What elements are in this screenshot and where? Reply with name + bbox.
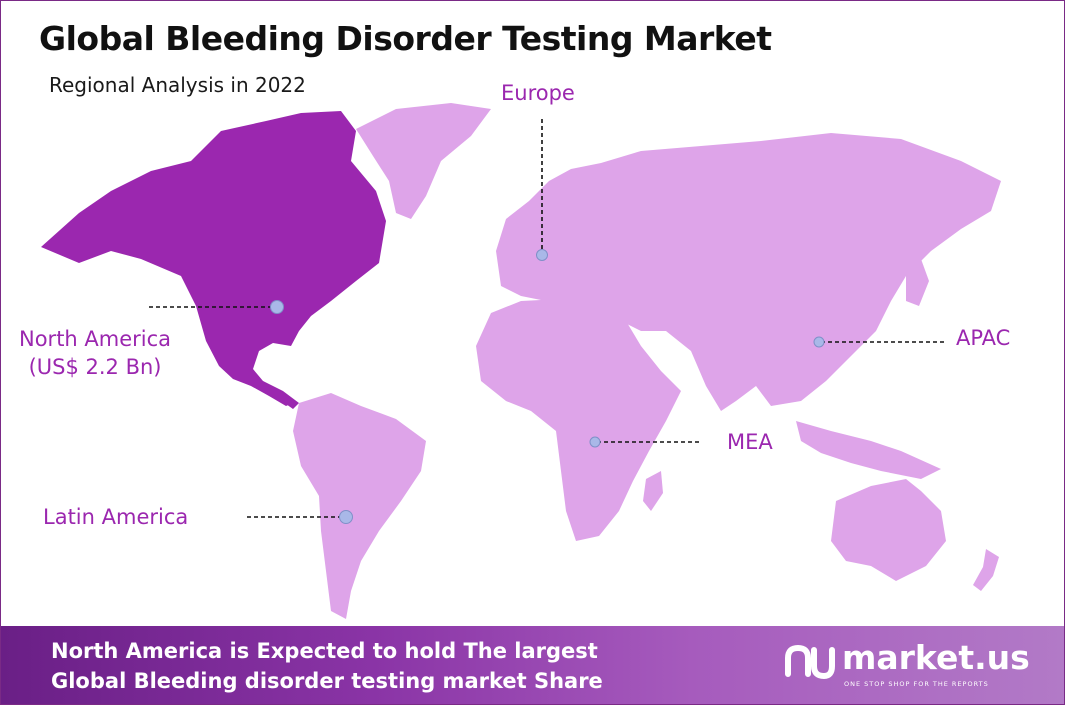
footer-line-2: Global Bleeding disorder testing market … [51, 669, 603, 693]
north-america-marker [270, 300, 284, 314]
brand-tagline: ONE STOP SHOP FOR THE REPORTS [844, 680, 989, 688]
latin-america-marker [339, 510, 353, 524]
eurasia-shape [496, 133, 1001, 411]
madagascar-shape [643, 471, 663, 511]
region-name-north-america: North America [19, 327, 172, 351]
region-label-apac: APAC [956, 326, 1011, 350]
region-label-latin-america: Latin America [43, 505, 189, 529]
world-map [41, 103, 1001, 619]
africa-shape [476, 299, 681, 541]
footer-banner: North America is Expected to hold The la… [1, 626, 1064, 704]
footer-message: North America is Expected to hold The la… [51, 636, 603, 696]
page-subtitle: Regional Analysis in 2022 [49, 73, 306, 97]
brand-block[interactable]: market.us ONE STOP SHOP FOR THE REPORTS [784, 638, 1034, 694]
south-america-shape [293, 393, 426, 619]
japan-shape [906, 259, 929, 306]
page-title: Global Bleeding Disorder Testing Market [39, 19, 772, 58]
region-label-north-america: North America (US$ 2.2 Bn) [19, 325, 171, 381]
north-america-shape [41, 111, 386, 406]
central-america-shape [263, 381, 299, 409]
region-label-mea: MEA [727, 430, 773, 454]
new-zealand-shape [973, 549, 999, 591]
greenland-shape [356, 103, 491, 219]
australia-shape [831, 479, 946, 581]
footer-line-1: North America is Expected to hold The la… [51, 639, 598, 663]
region-value-north-america: (US$ 2.2 Bn) [28, 355, 162, 379]
europe-marker [536, 249, 548, 261]
apac-marker [813, 336, 825, 348]
market-us-logo-icon [785, 644, 835, 681]
brand-name: market.us [842, 638, 1030, 677]
region-label-europe: Europe [501, 81, 575, 105]
southeast-asia-shape [796, 421, 941, 479]
mea-marker [589, 436, 601, 448]
